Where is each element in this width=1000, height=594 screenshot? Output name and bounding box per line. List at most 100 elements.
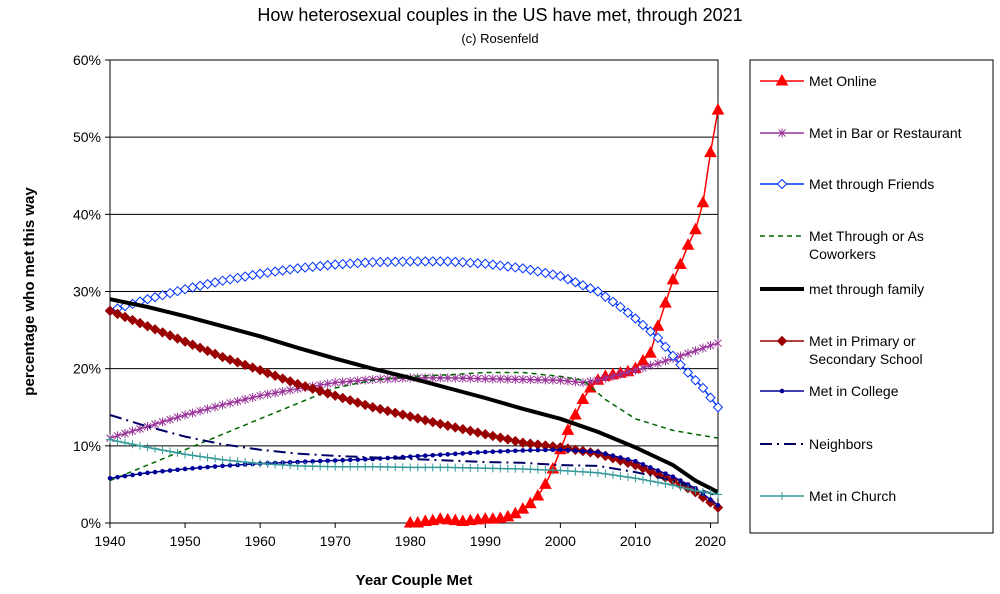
data-point [278, 387, 287, 397]
data-point [706, 489, 715, 498]
data-point [360, 257, 371, 268]
data-point [571, 467, 580, 476]
data-point [631, 365, 640, 375]
data-point [301, 462, 310, 471]
data-point [247, 362, 258, 373]
data-point [435, 256, 446, 267]
data-point [676, 351, 685, 361]
x-tick-label: 1940 [94, 533, 125, 549]
data-point [157, 327, 168, 338]
data-point [511, 464, 520, 473]
data-point [427, 416, 438, 428]
data-point [390, 256, 401, 267]
legend-entry: Neighbors [760, 436, 873, 452]
data-point [561, 423, 575, 435]
data-point [166, 415, 174, 425]
data-point [413, 463, 422, 472]
data-point [646, 361, 655, 371]
data-point [310, 459, 315, 464]
data-point [187, 339, 198, 350]
data-point [136, 424, 144, 434]
data-point [405, 411, 416, 422]
data-point [415, 453, 421, 459]
data-point [502, 434, 514, 445]
data-point [691, 346, 700, 356]
data-point [681, 238, 695, 250]
data-point [652, 332, 664, 344]
data-point [706, 341, 715, 351]
data-point [488, 374, 497, 384]
data-point [778, 128, 786, 138]
legend-label: Met Online [809, 73, 877, 89]
data-point [383, 462, 392, 471]
legend-entries: Met Online Met in Bar or Restaurant Met th… [760, 73, 962, 504]
data-point [648, 465, 653, 470]
data-point [121, 428, 129, 438]
data-point [678, 478, 683, 483]
data-point [383, 374, 392, 384]
data-point [442, 420, 453, 431]
chart-subtitle: (c) Rosenfeld [461, 31, 539, 46]
data-point [322, 388, 333, 399]
data-point [355, 457, 361, 462]
data-point [241, 394, 249, 404]
data-point [172, 333, 183, 344]
data-point [382, 405, 393, 417]
legend-entry: met through family [760, 281, 924, 297]
axis-ticks: 0% 10% 20% 30% 40% 50% 60% 1940 1950 1960 1970 1980… [73, 52, 726, 549]
data-point [149, 324, 161, 335]
data-point [134, 317, 146, 329]
data-point [548, 466, 557, 475]
data-point [705, 497, 716, 508]
data-point [533, 375, 542, 385]
data-point [277, 373, 288, 384]
data-point [427, 256, 438, 267]
data-point [578, 467, 587, 476]
data-point [445, 452, 451, 457]
legend-label: Neighbors [809, 436, 873, 452]
data-point [361, 462, 370, 471]
data-point [149, 292, 161, 303]
data-point [670, 474, 676, 480]
data-point [511, 374, 520, 384]
data-point [518, 374, 527, 384]
data-point [360, 399, 371, 411]
data-point [367, 256, 378, 268]
data-point [337, 392, 348, 404]
data-point [316, 462, 325, 471]
data-point [547, 269, 559, 280]
series-line [109, 414, 719, 497]
data-point [490, 449, 496, 454]
x-tick-label: 2000 [545, 533, 576, 549]
data-point [481, 374, 490, 384]
legend [749, 59, 994, 534]
data-point [503, 374, 512, 384]
data-point [338, 377, 347, 387]
y-tick-label: 30% [73, 284, 101, 300]
data-point [397, 409, 408, 420]
y-tick-label: 60% [73, 52, 101, 68]
data-point [503, 464, 512, 473]
data-point [588, 449, 593, 454]
data-point [623, 473, 632, 482]
series-met-through-friends [104, 256, 724, 413]
data-point [601, 373, 610, 383]
data-point [119, 311, 131, 323]
data-point [473, 374, 482, 384]
data-point [458, 373, 467, 383]
data-point [271, 388, 279, 398]
data-point [307, 383, 318, 394]
legend-label: Secondary School [809, 351, 923, 367]
data-point [691, 486, 700, 495]
data-point [143, 422, 152, 432]
data-point [226, 398, 234, 408]
x-tick-label: 2020 [695, 533, 726, 549]
data-point [525, 438, 536, 449]
data-point [181, 410, 189, 420]
data-point [609, 371, 617, 381]
data-point [271, 460, 280, 469]
data-point [661, 479, 670, 488]
series-met-through-family [109, 297, 719, 494]
data-point [487, 430, 499, 442]
data-point [430, 452, 436, 458]
